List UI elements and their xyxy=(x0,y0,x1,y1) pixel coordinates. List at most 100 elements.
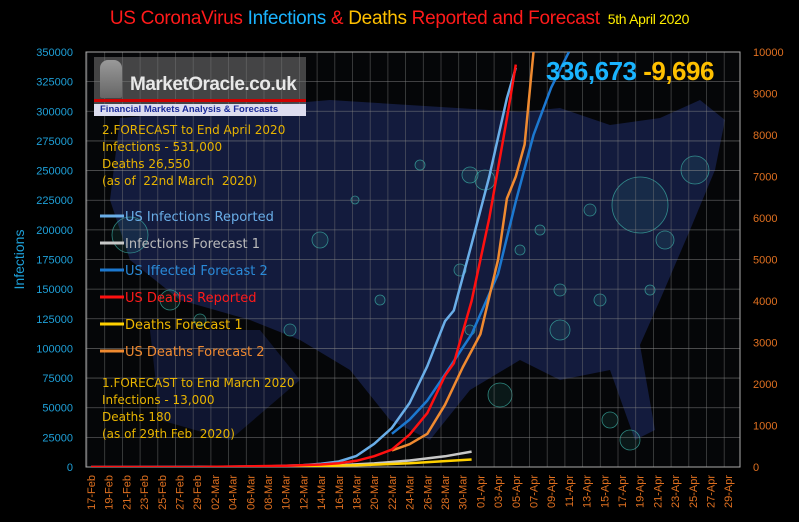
marketoracle-logo: MarketOracle.co.uk Financial Markets Ana… xyxy=(94,57,306,116)
x-axis-tick-label: 30-Mar xyxy=(458,475,470,510)
x-axis-tick-label: 23-Apr xyxy=(670,475,682,508)
x-axis-tick-label: 03-Apr xyxy=(493,475,505,508)
x-axis-tick-label: 21-Feb xyxy=(121,475,133,510)
right-axis-tick-label: 4000 xyxy=(753,296,777,308)
x-axis-tick-label: 14-Mar xyxy=(316,475,328,510)
title-part: US CoronaVirus xyxy=(109,8,248,29)
logo-tagline: Financial Markets Analysis & Forecasts xyxy=(94,104,306,116)
outbreak-circle xyxy=(311,231,329,249)
statue-icon xyxy=(100,60,122,98)
y-axis-label: Infections xyxy=(11,230,27,290)
left-axis-tick-label: 150000 xyxy=(36,284,73,296)
outbreak-circle xyxy=(644,284,656,296)
right-axis-tick-label: 2000 xyxy=(753,379,777,391)
outbreak-circle xyxy=(193,313,207,327)
x-axis-tick-label: 07-Apr xyxy=(529,475,541,508)
x-axis-tick-label: 10-Mar xyxy=(281,475,293,510)
left-axis-tick-label: 100000 xyxy=(36,343,73,355)
x-axis-tick-label: 24-Mar xyxy=(405,475,417,510)
x-axis-tick-label: 01-Apr xyxy=(475,475,487,508)
x-axis-tick-label: 04-Mar xyxy=(228,475,240,510)
outbreak-circle xyxy=(414,159,426,171)
left-axis-tick-label: 275000 xyxy=(36,136,73,148)
x-axis-tick-label: 28-Mar xyxy=(440,475,452,510)
left-axis-tick-label: 125000 xyxy=(36,314,73,326)
outbreak-circle xyxy=(487,382,513,408)
series-line-us-deaths-reported xyxy=(91,64,518,467)
x-axis-tick-label: 27-Apr xyxy=(706,475,718,508)
right-axis-tick-label: 7000 xyxy=(753,172,777,184)
legend-label: US Infections Reported xyxy=(125,210,274,225)
outbreak-circle xyxy=(680,155,710,185)
outbreak-circle xyxy=(374,294,386,306)
x-axis-tick-label: 02-Mar xyxy=(210,475,222,510)
right-axis-tick-label: 1000 xyxy=(753,421,777,433)
headline-totals: 336,673 -9,696 xyxy=(546,56,714,87)
legend-label: US Deaths Reported xyxy=(125,291,256,306)
title-part: Infections xyxy=(247,8,331,29)
left-axis-tick-label: 25000 xyxy=(42,432,73,444)
legend-label: US Iffected Forecast 2 xyxy=(125,264,268,279)
x-axis-tick-label: 20-Mar xyxy=(369,475,381,510)
left-axis-tick-label: 350000 xyxy=(36,47,73,59)
right-axis-tick-label: 10000 xyxy=(753,47,784,59)
title-part: & xyxy=(330,8,349,29)
left-axis-tick-label: 225000 xyxy=(36,195,73,207)
x-axis-tick-label: 26-Mar xyxy=(422,475,434,510)
right-axis-tick-label: 6000 xyxy=(753,213,777,225)
right-axis-tick-label: 0 xyxy=(753,462,759,474)
left-axis-tick-label: 300000 xyxy=(36,106,73,118)
x-axis-tick-label: 12-Mar xyxy=(298,475,310,510)
right-axis-tick-label: 5000 xyxy=(753,255,777,267)
right-axis-tick-label: 3000 xyxy=(753,338,777,350)
x-axis-tick-label: 13-Apr xyxy=(582,475,594,508)
title-part: Reported and Forecast xyxy=(411,8,600,29)
left-axis-tick-label: 200000 xyxy=(36,225,73,237)
outbreak-circle xyxy=(283,323,297,337)
right-axis-tick-label: 9000 xyxy=(753,89,777,101)
x-axis-tick-label: 25-Feb xyxy=(157,475,169,510)
series-line-us-iffected-forecast-2 xyxy=(391,52,571,435)
left-axis-tick-label: 175000 xyxy=(36,255,73,267)
x-axis-tick-label: 29-Feb xyxy=(192,475,204,510)
title-part: Deaths xyxy=(348,8,412,29)
left-axis-tick-label: 0 xyxy=(67,462,73,474)
forecast1-note: 1.FORECAST to End March 2020 Infections … xyxy=(102,376,295,441)
x-axis-tick-label: 05-Apr xyxy=(511,475,523,508)
legend: US Infections Reported Infections Forecas… xyxy=(100,210,274,360)
series-lines xyxy=(90,52,571,467)
x-axis-tick-label: 22-Mar xyxy=(387,475,399,510)
headline-deaths: -9,696 xyxy=(643,56,714,86)
x-axis-tick-label: 19-Feb xyxy=(104,475,116,510)
x-axis-tick-label: 21-Apr xyxy=(652,475,664,508)
x-axis-tick-label: 18-Mar xyxy=(352,475,364,510)
left-axis-tick-label: 50000 xyxy=(42,403,73,415)
x-axis-tick-label: 09-Apr xyxy=(546,475,558,508)
outbreak-circle xyxy=(611,176,669,234)
logo-divider xyxy=(94,99,306,102)
outbreak-circle xyxy=(461,166,479,184)
x-axis-tick-label: 16-Mar xyxy=(334,475,346,510)
forecast2-note: 2.FORECAST to End April 2020 Infections … xyxy=(102,123,286,188)
outbreak-circle xyxy=(583,203,597,217)
outbreak-circle xyxy=(655,230,675,250)
x-axis-tick-label: 17-Feb xyxy=(86,475,98,510)
x-axis-tick-label: 17-Apr xyxy=(617,475,629,508)
left-axis-tick-label: 325000 xyxy=(36,77,73,89)
x-axis-tick-label: 29-Apr xyxy=(723,475,735,508)
outbreak-circle xyxy=(553,283,567,297)
right-axis-tick-label: 8000 xyxy=(753,130,777,142)
left-axis-tick-label: 250000 xyxy=(36,166,73,178)
outbreak-circle xyxy=(474,169,496,191)
x-axis-tick-label: 27-Feb xyxy=(175,475,187,510)
left-axis-tick-label: 75000 xyxy=(42,373,73,385)
outbreak-circle xyxy=(159,289,181,311)
x-axis-tick-label: 11-Apr xyxy=(564,475,576,508)
chart-title: US CoronaVirus Infections & Deaths Repor… xyxy=(0,8,799,30)
headline-infections: 336,673 xyxy=(546,56,637,86)
axes: 0250005000075000100000125000150000175000… xyxy=(11,47,784,510)
x-axis-tick-label: 15-Apr xyxy=(599,475,611,508)
x-axis-tick-label: 06-Mar xyxy=(245,475,257,510)
x-axis-tick-label: 19-Apr xyxy=(635,475,647,508)
x-axis-tick-label: 08-Mar xyxy=(263,475,275,510)
